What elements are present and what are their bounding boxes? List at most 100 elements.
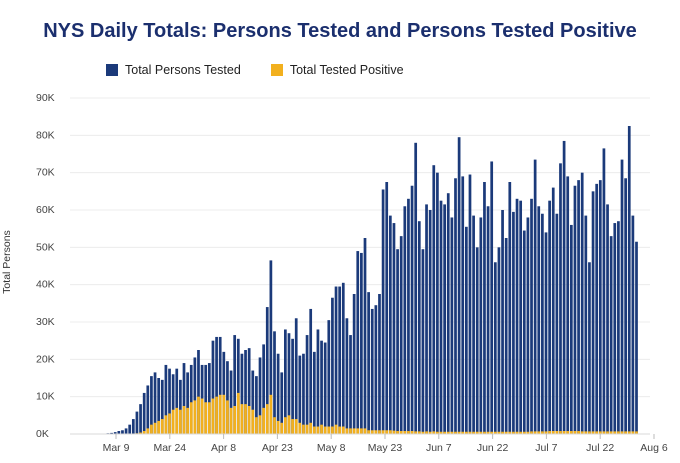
bar-positive (334, 424, 338, 434)
bar-positive (146, 428, 150, 434)
bar-tested (465, 226, 468, 434)
bar-tested (598, 180, 602, 434)
bar-positive (457, 431, 461, 434)
bar-positive (211, 398, 215, 434)
x-tick-label: Aug 6 (640, 442, 668, 454)
bar-tested (349, 335, 352, 434)
bar-positive (240, 404, 244, 434)
bar-tested (624, 178, 627, 434)
legend-label-positive: Total Tested Positive (289, 63, 404, 77)
bar-positive (345, 428, 349, 434)
bar-positive (189, 402, 193, 434)
bar-positive (613, 431, 617, 434)
legend-item-positive[interactable]: Total Tested Positive (270, 63, 404, 77)
bar-positive (436, 431, 439, 434)
bar-tested (399, 236, 403, 434)
bar-positive (305, 424, 309, 434)
bar-tested (555, 213, 559, 434)
bar-positive (226, 400, 229, 434)
bar-positive (255, 417, 258, 434)
bar-positive (602, 431, 606, 434)
bar-tested (258, 357, 262, 434)
bar-positive (367, 430, 370, 434)
bar-positive (215, 396, 218, 434)
bar-tested (320, 340, 323, 434)
bar-tested (381, 189, 385, 434)
bar-tested (620, 159, 624, 434)
legend-label-tested: Total Persons Tested (125, 63, 241, 77)
bar-positive (432, 431, 436, 434)
bar-tested (309, 308, 313, 434)
bar-tested (287, 333, 291, 434)
bar-tested (160, 379, 164, 434)
bar-positive (443, 431, 446, 434)
bar-tested (150, 376, 153, 434)
bar-tested (569, 224, 573, 434)
bar-positive (598, 431, 602, 434)
bar-positive (193, 400, 197, 434)
bar-tested (439, 200, 443, 434)
bar-positive (439, 431, 443, 434)
bar-tested (262, 344, 265, 434)
bar-positive (562, 431, 566, 434)
bar-tested (613, 223, 617, 434)
bar-tested (533, 159, 537, 434)
bar-positive (331, 426, 334, 434)
bar-tested (327, 320, 331, 434)
bar-tested (566, 176, 570, 434)
y-tick-label: 20K (36, 353, 55, 365)
bar-positive (200, 398, 204, 434)
bar-positive (186, 407, 189, 434)
bar-tested (436, 172, 439, 434)
bar-tested (135, 411, 139, 434)
bar-tested (515, 198, 519, 434)
bar-tested (131, 419, 135, 434)
bar-tested (251, 370, 255, 434)
bar-positive (595, 431, 599, 434)
bar-tested (124, 428, 128, 434)
bar-positive (298, 422, 302, 434)
bar-positive (555, 431, 559, 434)
x-tick-label: Jun 7 (426, 442, 452, 454)
bar-positive (606, 431, 609, 434)
y-tick-label: 0K (36, 428, 49, 440)
bar-tested (508, 182, 512, 434)
x-tick-label: Jul 7 (535, 442, 557, 454)
bar-tested (113, 432, 117, 434)
bar-tested (352, 294, 356, 434)
legend-swatch-positive (270, 64, 283, 76)
bar-tested (175, 368, 179, 434)
bar-tested (544, 232, 548, 434)
bar-tested (461, 176, 465, 434)
y-tick-label: 60K (36, 204, 55, 216)
bar-tested (541, 213, 544, 434)
bar-positive (508, 431, 512, 434)
bar-positive (609, 431, 613, 434)
bar-positive (164, 415, 168, 434)
bar-positive (631, 431, 635, 434)
bar-tested (530, 198, 533, 434)
bar-positive (222, 394, 226, 434)
bar-positive (197, 396, 200, 434)
bar-tested (580, 172, 584, 434)
bar-positive (153, 422, 157, 434)
bar-positive (363, 428, 367, 434)
bar-positive (323, 426, 327, 434)
bar-tested (247, 348, 251, 434)
bar-tested (631, 215, 635, 434)
bar-positive (204, 402, 208, 434)
bar-tested (548, 200, 551, 434)
bar-positive (577, 431, 580, 434)
bar-positive (522, 431, 526, 434)
bar-tested (588, 262, 591, 434)
bar-positive (258, 415, 262, 434)
bar-positive (541, 431, 544, 434)
bar-positive (396, 431, 399, 434)
bar-positive (273, 417, 276, 434)
legend-item-tested[interactable]: Total Persons Tested (106, 63, 241, 77)
bar-tested (117, 431, 121, 434)
bar-positive (566, 431, 570, 434)
bar-positive (548, 431, 551, 434)
bar-tested (236, 338, 240, 434)
bar-positive (417, 431, 421, 434)
